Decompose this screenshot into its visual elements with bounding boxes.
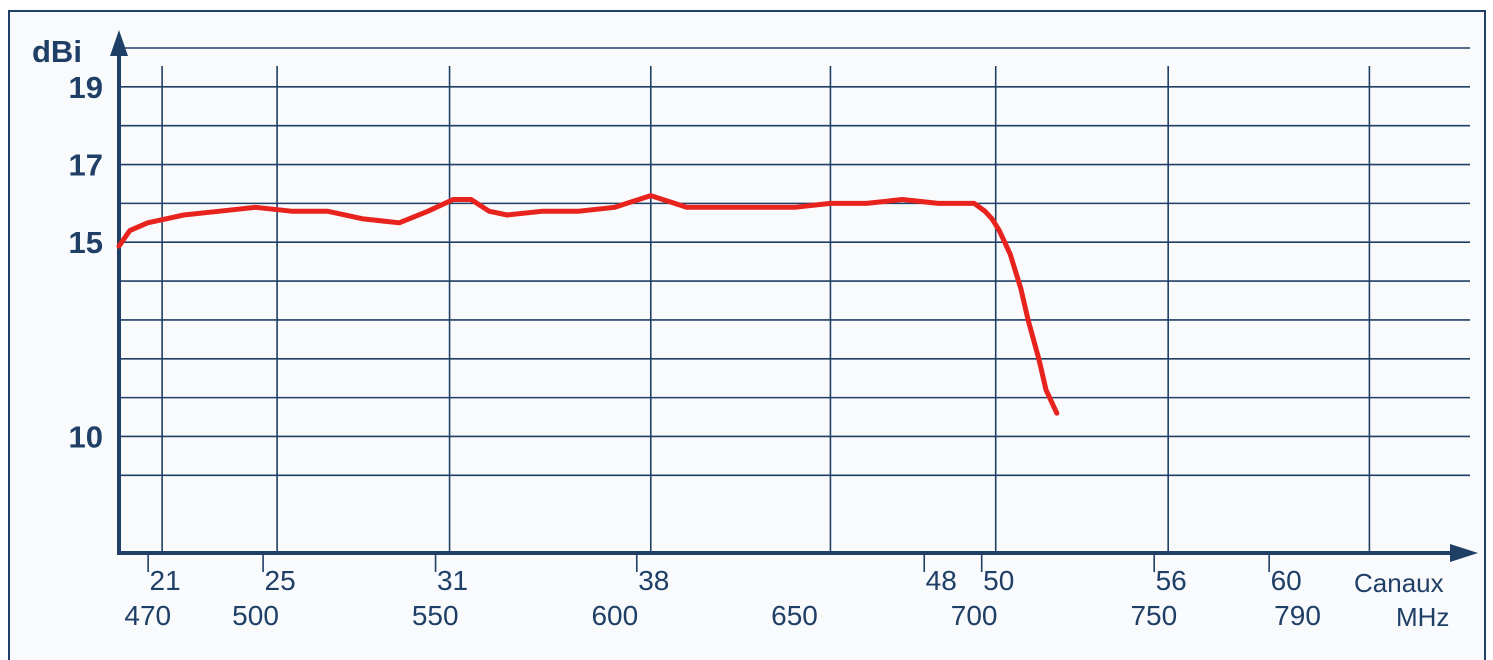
frequency-tick-label: 470 (124, 600, 171, 631)
y-tick-labels: 19 17 15 10 (69, 70, 103, 455)
channel-tick-label: 50 (983, 565, 1014, 596)
y-gridlines (119, 47, 1470, 477)
frequency-tick-label: 700 (951, 600, 998, 631)
x-axis-label-channels: Canaux (1354, 568, 1444, 598)
y-tick-label: 19 (69, 70, 103, 105)
channel-tick-label: 31 (437, 565, 468, 596)
channel-tick-labels: 21 25 31 38 48 50 56 60 (147, 555, 1302, 596)
channel-tick-label: 48 (926, 565, 957, 596)
frequency-tick-label: 600 (591, 600, 638, 631)
frequency-tick-label: 500 (232, 600, 279, 631)
x-axis-label-frequency: MHz (1396, 602, 1449, 632)
y-axis-label: dBi (32, 34, 82, 69)
x-axis-arrow-icon (1450, 544, 1478, 562)
channel-tick-label: 38 (638, 565, 669, 596)
channel-tick-label: 21 (150, 565, 181, 596)
channel-tick-label: 25 (265, 565, 296, 596)
frequency-tick-labels: 470 500 550 600 650 700 750 790 (124, 600, 1321, 631)
gain-series-line (116, 193, 1060, 416)
frequency-tick-label: 790 (1274, 600, 1321, 631)
channel-tick-label: 56 (1156, 565, 1187, 596)
x-gridlines (161, 66, 1371, 553)
y-tick-label: 15 (69, 225, 103, 260)
y-axis-arrow-icon (110, 30, 128, 56)
y-tick-label: 10 (69, 419, 103, 454)
frequency-tick-label: 650 (771, 600, 818, 631)
y-tick-label: 17 (69, 148, 103, 183)
frequency-tick-label: 550 (412, 600, 459, 631)
frequency-tick-label: 750 (1130, 600, 1177, 631)
channel-tick-label: 60 (1271, 565, 1302, 596)
